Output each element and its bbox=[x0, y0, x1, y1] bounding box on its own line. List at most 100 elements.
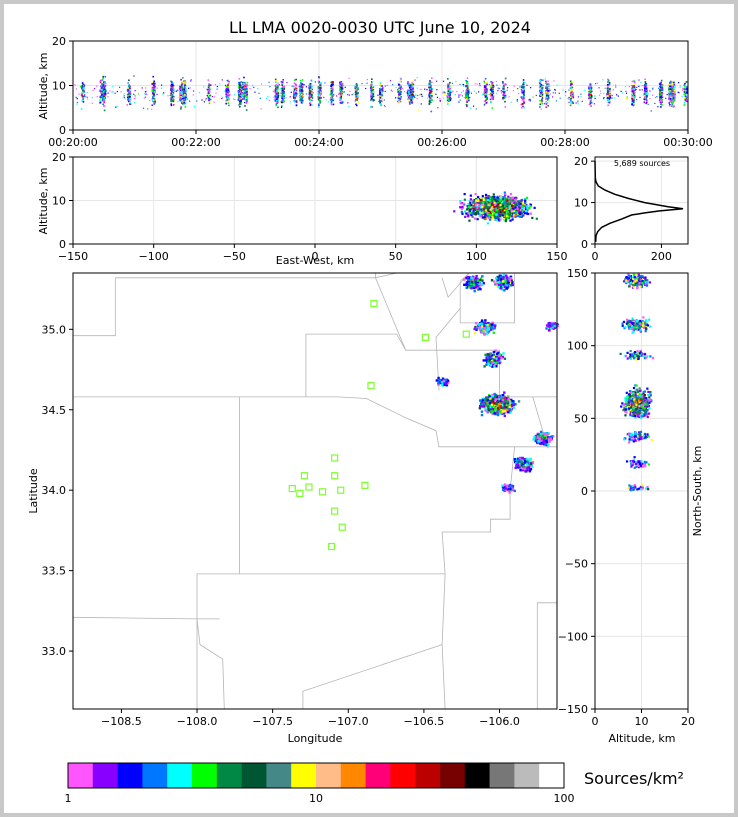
ew-density-cell bbox=[501, 207, 505, 210]
time-height-source-point bbox=[76, 103, 78, 105]
time-height-source-point bbox=[81, 100, 84, 102]
time-height-source-point bbox=[224, 84, 227, 86]
time-height-source-point bbox=[559, 97, 561, 99]
time-height-source-point bbox=[312, 92, 315, 94]
ew-density-cell bbox=[506, 200, 509, 203]
time-height-source-point bbox=[454, 93, 456, 96]
time-height-source-point bbox=[184, 92, 187, 95]
time-height-source-point bbox=[366, 79, 368, 81]
time-height-source-point bbox=[466, 91, 469, 93]
ew-density-cell bbox=[495, 201, 498, 204]
time-height-source-point bbox=[672, 89, 674, 91]
time-height-source-point bbox=[685, 81, 688, 83]
time-height-source-point bbox=[319, 94, 322, 96]
time-height-source-point bbox=[226, 99, 228, 102]
ew-density-cell bbox=[489, 218, 492, 221]
time-height-source-point bbox=[203, 86, 205, 88]
time-height-source-point bbox=[483, 80, 485, 82]
time-height-source-point bbox=[503, 93, 506, 95]
time-height-source-point bbox=[126, 97, 129, 99]
time-height-source-point bbox=[634, 96, 636, 98]
time-height-source-point bbox=[646, 95, 648, 97]
ew-density-cell bbox=[491, 197, 494, 200]
ew-density-cell bbox=[466, 212, 470, 215]
ew-density-cell bbox=[465, 212, 468, 215]
time-height-source-point bbox=[366, 82, 368, 84]
time-height-source-point bbox=[246, 102, 249, 105]
time-height-source-point bbox=[485, 95, 487, 97]
time-height-source-point bbox=[103, 91, 106, 93]
time-height-source-point bbox=[522, 86, 524, 89]
time-height-source-point bbox=[209, 98, 212, 101]
time-height-source-point bbox=[631, 87, 633, 90]
time-height-source-point bbox=[370, 87, 372, 89]
time-height-source-point bbox=[309, 86, 312, 89]
time-height-source-point bbox=[227, 102, 230, 104]
time-height-source-point bbox=[488, 93, 490, 96]
time-height-source-point bbox=[285, 97, 287, 99]
time-height-source-point bbox=[547, 104, 549, 107]
time-height-source-point bbox=[428, 84, 430, 86]
time-height-source-point bbox=[502, 82, 504, 85]
ew-density-cell bbox=[512, 204, 515, 207]
time-height-panel: 00:20:00 00:22:00 00:24:00 00:26:00 00:28:00… bbox=[37, 35, 713, 149]
time-height-source-point bbox=[309, 104, 312, 107]
time-height-source-point bbox=[603, 97, 605, 99]
time-height-source-point bbox=[380, 104, 382, 107]
time-height-source-point bbox=[341, 87, 344, 90]
time-height-source-point bbox=[420, 88, 422, 91]
time-height-source-point bbox=[466, 84, 469, 87]
time-height-source-point bbox=[127, 100, 130, 103]
time-height-source-point bbox=[172, 100, 175, 103]
time-height-source-point bbox=[624, 81, 626, 83]
time-height-source-point bbox=[398, 96, 400, 99]
time-height-source-point bbox=[491, 87, 493, 90]
time-height-source-point bbox=[530, 87, 532, 89]
time-height-source-point bbox=[152, 93, 154, 95]
time-height-source-point bbox=[145, 90, 148, 93]
time-height-source-point bbox=[233, 98, 235, 100]
time-height-source-point bbox=[468, 85, 470, 87]
time-height-source-point bbox=[246, 85, 249, 87]
time-height-source-point bbox=[520, 96, 523, 99]
time-height-source-point bbox=[129, 91, 131, 94]
time-height-source-point bbox=[545, 90, 548, 93]
time-height-source-point bbox=[259, 97, 261, 100]
time-height-source-point bbox=[631, 95, 633, 98]
time-height-source-point bbox=[181, 90, 183, 92]
ew-axis-tick-label: −150 bbox=[58, 250, 88, 263]
ew-density-cell bbox=[474, 206, 478, 209]
time-height-source-point bbox=[439, 97, 441, 100]
time-height-source-point bbox=[320, 87, 322, 90]
time-height-source-point bbox=[683, 84, 686, 87]
ew-density-cell bbox=[509, 201, 512, 204]
time-height-source-point bbox=[112, 91, 114, 93]
time-height-source-point bbox=[379, 101, 381, 103]
time-height-source-point bbox=[275, 103, 278, 105]
time-height-source-point bbox=[340, 92, 343, 94]
time-height-source-point bbox=[310, 100, 313, 103]
time-height-source-point bbox=[446, 83, 449, 85]
time-height-source-point bbox=[546, 102, 549, 104]
time-height-source-point bbox=[101, 86, 103, 88]
time-height-source-point bbox=[243, 91, 246, 94]
time-height-source-point bbox=[643, 90, 646, 92]
time-height-source-point bbox=[512, 89, 515, 92]
time-height-source-point bbox=[502, 94, 504, 97]
time-height-source-point bbox=[484, 95, 487, 98]
time-height-source-point bbox=[311, 92, 313, 94]
ew-density-cell bbox=[503, 204, 506, 208]
ew-density-cell bbox=[524, 206, 527, 209]
time-height-source-point bbox=[398, 91, 401, 94]
time-height-source-point bbox=[282, 79, 284, 81]
ew-density-cell bbox=[493, 214, 496, 218]
time-height-source-point bbox=[207, 79, 210, 81]
ew-axis-tick-label: −50 bbox=[223, 250, 246, 263]
plan-density-cell bbox=[480, 410, 484, 413]
ew-density-cell bbox=[498, 209, 501, 212]
time-height-source-point bbox=[206, 88, 208, 90]
time-height-source-point bbox=[82, 95, 84, 98]
time-height-source-point bbox=[669, 103, 671, 106]
time-height-source-point bbox=[280, 91, 283, 94]
